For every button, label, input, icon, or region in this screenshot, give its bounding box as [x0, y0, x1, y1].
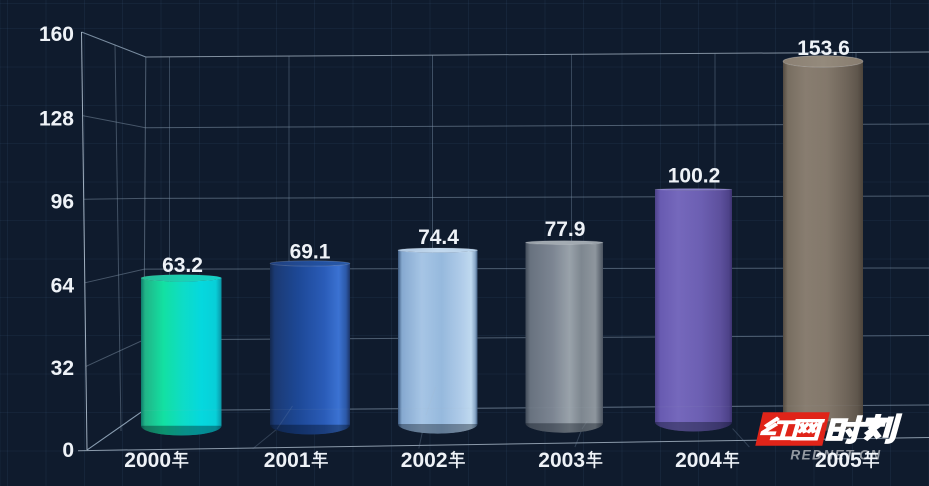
svg-text:REDNET.CN: REDNET.CN: [790, 448, 881, 463]
svg-text:77.9: 77.9: [545, 218, 586, 241]
svg-text:69.1: 69.1: [290, 241, 331, 264]
svg-text:128: 128: [39, 108, 74, 131]
svg-text:153.6: 153.6: [797, 37, 850, 60]
svg-text:2002: 2002: [401, 449, 448, 472]
svg-text:32: 32: [51, 357, 74, 380]
svg-text:2003: 2003: [538, 449, 585, 472]
svg-text:2001: 2001: [264, 449, 311, 472]
svg-text:96: 96: [51, 191, 74, 214]
svg-text:63.2: 63.2: [162, 254, 203, 277]
svg-text:74.4: 74.4: [418, 226, 459, 249]
svg-text:100.2: 100.2: [668, 165, 721, 188]
svg-text:0: 0: [62, 439, 74, 462]
svg-text:160: 160: [39, 23, 74, 46]
svg-text:2000: 2000: [124, 449, 171, 472]
svg-text:2005: 2005: [815, 449, 862, 472]
svg-text:2004: 2004: [675, 449, 722, 472]
svg-text:64: 64: [51, 275, 75, 298]
